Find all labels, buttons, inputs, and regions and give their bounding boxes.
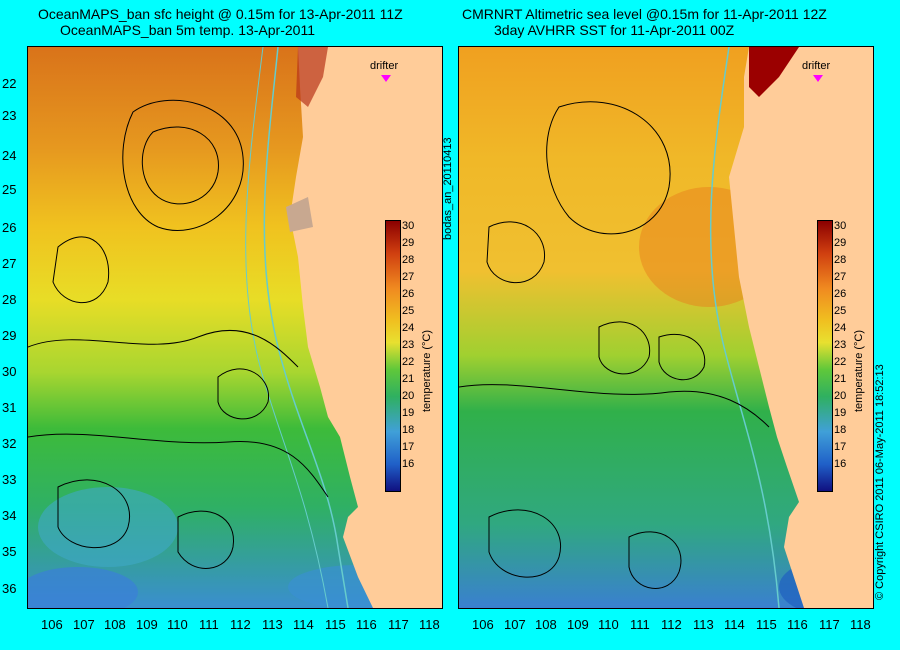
lon-tick: 106 [41,617,63,632]
cbar-tick: 24 [402,322,415,334]
lat-tick: 29 [2,328,17,343]
lon-tick: 108 [104,617,126,632]
lat-tick: 36 [2,581,17,596]
left-title-line2: OceanMAPS_ban 5m temp. 13-Apr-2011 [60,22,315,38]
cbar-tick: 30 [834,220,847,232]
right-title-line2: 3day AVHRR SST for 11-Apr-2011 00Z [494,22,735,38]
lon-tick: 110 [598,617,619,632]
cbar-tick: 19 [834,407,847,419]
left-map-canvas [28,47,442,608]
lat-tick: 35 [2,544,17,559]
lon-tick: 116 [787,617,808,632]
cbar-tick: 25 [834,305,847,317]
lat-tick: 27 [2,256,17,271]
lon-tick: 115 [325,617,346,632]
cbar-tick: 26 [402,288,415,300]
lat-tick: 24 [2,148,17,163]
lat-axis: 22 23 24 25 26 27 28 29 30 31 32 33 34 3… [0,46,26,607]
lat-tick: 33 [2,472,17,487]
lon-tick: 118 [419,617,440,632]
left-colorbar-ticks: 30 29 28 27 26 25 24 23 22 21 20 19 18 1… [402,220,432,495]
cbar-tick: 29 [402,237,415,249]
lat-tick: 23 [2,108,17,123]
lon-tick: 115 [756,617,777,632]
cbar-tick: 21 [834,373,847,385]
right-map-canvas [459,47,873,608]
cbar-tick: 22 [834,356,847,368]
cbar-tick: 27 [402,271,415,283]
lon-tick: 109 [567,617,589,632]
cbar-tick: 27 [834,271,847,283]
lon-tick: 110 [167,617,188,632]
lon-tick: 107 [73,617,95,632]
lon-tick: 117 [388,617,409,632]
cbar-tick: 18 [834,424,847,436]
lon-tick: 117 [819,617,840,632]
lon-tick: 111 [630,617,650,632]
cbar-tick: 28 [834,254,847,266]
cbar-tick: 19 [402,407,415,419]
lon-tick: 112 [661,617,682,632]
cbar-tick: 28 [402,254,415,266]
lon-tick: 118 [850,617,871,632]
lat-tick: 34 [2,508,17,523]
cbar-tick: 30 [402,220,415,232]
lat-tick: 25 [2,182,17,197]
right-drifter-icon [813,75,823,82]
cbar-tick: 23 [834,339,847,351]
lat-tick: 26 [2,220,17,235]
run-id-label: bodas_an_20110413 [442,137,454,240]
left-colorbar-label: temperature (°C) [421,329,433,412]
cbar-tick: 24 [834,322,847,334]
right-title-line1: CMRNRT Altimetric sea level @0.15m for 1… [462,6,827,22]
right-drifter-label: drifter [802,60,831,72]
lon-tick: 114 [724,617,745,632]
cbar-tick: 17 [834,441,847,453]
cbar-tick: 16 [402,458,415,470]
cbar-tick: 25 [402,305,415,317]
lon-tick: 113 [693,617,714,632]
cbar-tick: 22 [402,356,415,368]
copyright-text: © Copyright CSIRO 2011 06-May-2011 18:52… [874,364,886,600]
lon-tick: 114 [293,617,314,632]
cbar-tick: 23 [402,339,415,351]
lon-tick: 112 [230,617,251,632]
right-colorbar-label: temperature (°C) [853,329,865,412]
lat-tick: 28 [2,292,17,307]
lat-tick: 31 [2,400,17,415]
lat-tick: 30 [2,364,17,379]
lon-tick: 116 [356,617,377,632]
cbar-tick: 18 [402,424,415,436]
lon-tick: 108 [535,617,557,632]
left-map [27,46,443,609]
lon-axis-right: 106 107 108 109 110 111 112 113 114 115 … [458,617,872,637]
left-title-line1: OceanMAPS_ban sfc height @ 0.15m for 13-… [38,6,403,22]
lon-tick: 107 [504,617,526,632]
left-drifter-label: drifter [370,60,399,72]
cbar-tick: 26 [834,288,847,300]
lon-tick: 111 [199,617,219,632]
lat-tick: 32 [2,436,17,451]
right-colorbar-ticks: 30 29 28 27 26 25 24 23 22 21 20 19 18 1… [834,220,864,495]
lon-tick: 109 [136,617,158,632]
right-map [458,46,874,609]
cbar-tick: 16 [834,458,847,470]
lat-tick: 22 [2,76,17,91]
lon-axis-left: 106 107 108 109 110 111 112 113 114 115 … [27,617,441,637]
lon-tick: 106 [472,617,494,632]
cbar-tick: 29 [834,237,847,249]
cbar-tick: 20 [402,390,415,402]
left-colorbar [385,220,401,492]
right-colorbar [817,220,833,492]
left-drifter-icon [381,75,391,82]
cbar-tick: 20 [834,390,847,402]
cbar-tick: 17 [402,441,415,453]
cbar-tick: 21 [402,373,415,385]
lon-tick: 113 [262,617,283,632]
